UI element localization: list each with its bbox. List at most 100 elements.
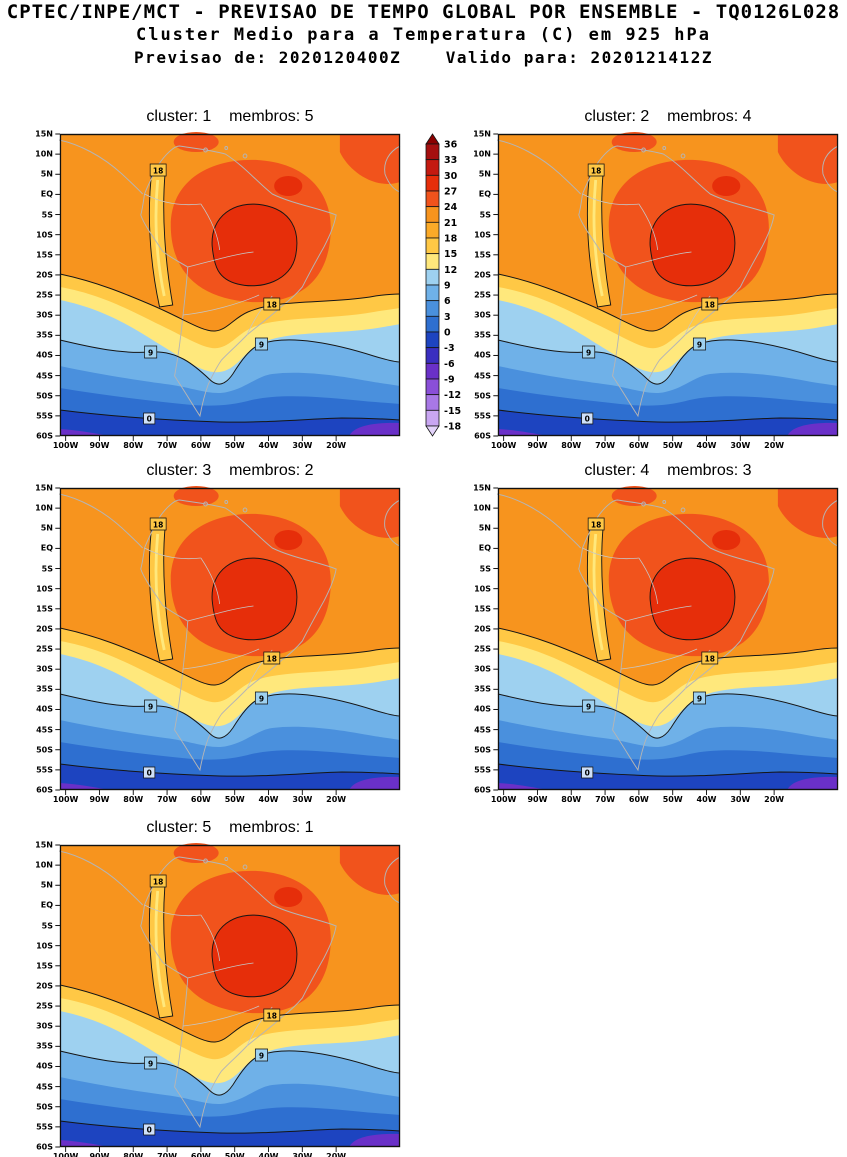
lat-tick-label: 5N [40,169,53,179]
temperature-fill-bands [60,843,400,1147]
lat-tick-label: 45S [36,725,53,735]
contour-label-18: 18 [153,166,163,175]
lon-tick-label: 30W [730,795,751,804]
map-holder: 18 18 9 9 0 [55,843,401,1152]
lat-tick-label: 15N [35,483,53,493]
lon-tick-label: 30W [292,795,313,804]
temperature-map-cluster-2: 18 18 9 9 0 [493,132,839,441]
lat-tick-label: 60S [36,1142,53,1152]
lat-tick-label: 10N [35,149,53,159]
lat-tick-label: 35S [474,330,491,340]
lat-tick-label: 45S [474,725,491,735]
lat-tick-label: 35S [36,330,53,340]
map-holder: 18 18 9 9 0 [493,486,839,795]
colorbar-segment [425,206,440,223]
temperature-map-cluster-5: 18 18 9 9 0 [55,843,401,1152]
lat-tick-label: 60S [36,785,53,795]
lat-tick-label: EQ [478,543,491,553]
lat-tick-label: EQ [40,189,53,199]
contour-label-18: 18 [705,300,715,309]
panel-title: cluster: 4 membros: 3 [584,462,752,479]
lat-tick-label: 20S [474,624,491,634]
contour-label-9: 9 [148,348,153,357]
lon-tick-label: 20W [326,795,347,804]
panel-cluster-5: cluster: 5 membros: 1 15N 10N 5N EQ 5S 10S 15S… [35,819,401,1157]
lon-tick-label: 90W [527,795,548,804]
colorbar-segment [425,300,440,317]
contour-labels: 18 18 9 9 0 [143,517,281,779]
panel-cluster-4: cluster: 4 membros: 3 15N 10N 5N EQ 5S 10S 15S… [473,462,839,804]
contour-label-0: 0 [585,768,591,777]
colorbar-label: 27 [444,187,457,198]
temperature-fill-bands [498,132,838,436]
lat-tick-label: 30S [474,664,491,674]
lat-tick-label: 55S [36,411,53,421]
colorbar-label: 36 [444,140,458,151]
lat-tick-label: 10N [35,503,53,513]
contour-labels: 18 18 9 9 0 [143,163,281,425]
lon-tick-label: 40W [696,441,717,450]
lat-tick-label: 10S [474,584,491,594]
lat-tick-label: 50S [36,745,53,755]
contour-label-18: 18 [705,654,715,663]
contour-label-0: 0 [147,414,153,423]
lat-tick-label: 25S [36,290,53,300]
lon-tick-label: 80W [123,795,144,804]
lat-tick-label: 25S [474,644,491,654]
lat-tick-label: 40S [36,1061,53,1071]
colorbar-label: 9 [444,281,451,292]
colorbar-label: 3 [444,312,451,323]
contour-label-9: 9 [586,702,591,711]
lon-tick-label: 50W [224,1152,245,1157]
colorbar-segment [425,268,440,286]
lat-tick-label: 5S [479,210,491,220]
lat-tick-label: 55S [474,765,491,775]
contour-labels: 18 18 9 9 0 [581,163,719,425]
lat-tick-label: 50S [36,1102,53,1112]
lon-tick-label: 50W [662,795,683,804]
lat-tick-label: 25S [36,1001,53,1011]
figure-validity-line: Previsao de: 2020120400Z Valido para: 20… [134,48,713,67]
temperature-fill-bands [498,486,838,790]
lat-tick-label: 25S [36,644,53,654]
lon-tick-label: 80W [123,1152,144,1157]
figure-subtitle: Cluster Medio para a Temperatura (C) em … [135,25,712,45]
contour-label-9: 9 [148,1059,153,1068]
colorbar-label: 6 [444,296,451,307]
lon-tick-label: 70W [595,441,616,450]
temperature-map-cluster-4: 18 18 9 9 0 [493,486,839,795]
lon-tick-label: 70W [157,1152,178,1157]
lat-tick-label: 5N [478,169,491,179]
temperature-fill-bands [60,486,400,790]
lon-tick-label: 30W [730,441,751,450]
lon-tick-label: 90W [89,1152,110,1157]
lat-tick-label: 55S [474,411,491,421]
lon-tick-label: 40W [258,1152,279,1157]
coastlines [496,493,839,772]
lat-tick-label: 15N [35,840,53,850]
contour-label-18: 18 [267,1011,277,1020]
lat-tick-label: 15N [473,129,491,139]
colorbar-segment [425,237,440,255]
lat-tick-label: 40S [474,350,491,360]
colorbar-label: -15 [444,406,461,417]
lat-tick-label: 10S [474,230,491,240]
lon-tick-label: 50W [662,441,683,450]
colorbar-segment [425,284,440,302]
lon-tick-label: 90W [89,441,110,450]
lon-tick-label: 70W [595,795,616,804]
colorbar-segment [425,315,440,333]
lat-tick-label: 60S [474,431,491,441]
lat-tick-label: 20S [36,981,53,991]
lat-tick-label: EQ [40,900,53,910]
colorbar-label: -9 [444,375,455,386]
lat-tick-label: 5N [40,523,53,533]
lon-tick-label: 100W [490,795,517,804]
map-border [59,844,401,1148]
colorbar-label: 24 [444,202,458,213]
panel-title: cluster: 2 membros: 4 [584,108,752,125]
lat-tick-label: 5S [41,210,53,220]
lat-tick-label: 40S [474,704,491,714]
lon-tick-label: 60W [628,441,649,450]
